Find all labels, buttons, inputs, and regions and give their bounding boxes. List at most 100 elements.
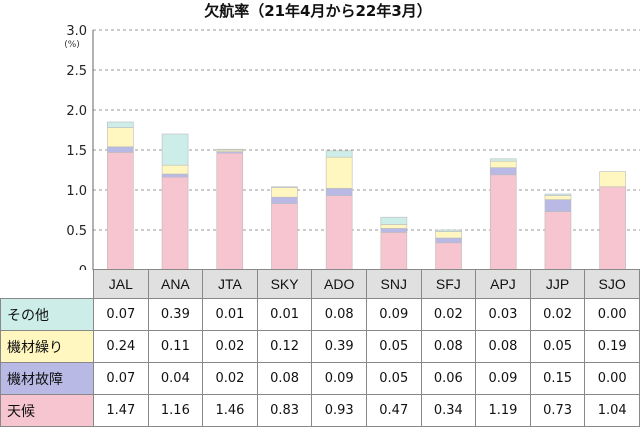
legend-entry: 機材繰り xyxy=(0,330,94,363)
data-label: 0.08 xyxy=(311,298,367,331)
data-label: 0.02 xyxy=(529,298,586,331)
x-tick-label: SJO xyxy=(584,269,640,299)
bar-segment xyxy=(325,188,353,196)
data-label: 0.19 xyxy=(584,330,640,363)
bar-segment xyxy=(489,160,517,168)
data-label: 0.09 xyxy=(475,362,531,395)
y-tick-label: 1.5 xyxy=(66,144,87,159)
x-tick-label: SNJ xyxy=(365,269,422,299)
bar-segment xyxy=(325,156,353,189)
bar-segment xyxy=(271,187,298,198)
bar-segment xyxy=(435,242,462,271)
data-label: 0.93 xyxy=(311,394,367,427)
data-label: 0.03 xyxy=(475,298,531,331)
data-label: 0.15 xyxy=(529,362,586,395)
bar-segment xyxy=(544,195,572,200)
bar-segment xyxy=(544,193,572,196)
bar-segment xyxy=(216,148,244,151)
y-tick-label: 2.0 xyxy=(66,104,87,119)
data-label: 0.08 xyxy=(475,330,531,363)
y-axis-unit: (%) xyxy=(64,40,80,50)
data-label: 0.09 xyxy=(365,298,422,331)
data-label: 0.73 xyxy=(529,394,586,427)
bar-segment xyxy=(544,199,572,212)
y-tick-label: 1.0 xyxy=(66,184,87,199)
bar-segment xyxy=(161,164,189,175)
data-label: 0.47 xyxy=(365,394,422,427)
table-row: 機材繰り 0.24 0.11 0.02 0.12 0.39 0.05 0.08 0.08 0.05… xyxy=(0,330,640,363)
table-corner xyxy=(0,269,94,299)
bar-segment xyxy=(161,173,189,178)
stacked-bar-chart: 欠航率（21年4月から22年3月） (%) 00.51.01.52.02.53.… xyxy=(64,2,640,279)
data-table: JAL ANA JTA SKY ADO SNJ SFJ APJ JJP SJO その他 0.07 0.3… xyxy=(0,269,640,427)
data-label: 0.01 xyxy=(202,298,258,331)
table-header-row: JAL ANA JTA SKY ADO SNJ SFJ APJ JJP SJO xyxy=(0,269,640,299)
table-row: その他 0.07 0.39 0.01 0.01 0.08 0.09 0.02 0.03 0.02 0… xyxy=(0,298,640,331)
data-label: 0.12 xyxy=(256,330,313,363)
data-label: 0.05 xyxy=(529,330,586,363)
table-row: 機材故障 0.07 0.04 0.02 0.08 0.09 0.05 0.06 0.09 0.15… xyxy=(0,362,640,395)
data-label: 0.34 xyxy=(420,394,477,427)
data-label: 1.46 xyxy=(202,394,258,427)
x-tick-label: SFJ xyxy=(420,269,477,299)
data-label: 1.47 xyxy=(93,394,149,427)
bar-segment xyxy=(599,186,626,271)
data-label: 1.16 xyxy=(147,394,204,427)
data-label: 0.00 xyxy=(584,298,640,331)
data-label: 0.04 xyxy=(147,362,204,395)
bar-segment xyxy=(271,196,298,204)
bars xyxy=(107,121,626,271)
data-label: 1.19 xyxy=(475,394,531,427)
data-label: 0.01 xyxy=(256,298,313,331)
bar-segment xyxy=(107,152,134,271)
data-label: 0.00 xyxy=(584,362,640,395)
data-label: 0.83 xyxy=(256,394,313,427)
bar-segment xyxy=(544,211,572,271)
bar-segment xyxy=(380,228,408,233)
bar-segment xyxy=(161,133,189,166)
x-tick-label: SKY xyxy=(256,269,313,299)
x-tick-label: ADO xyxy=(311,269,367,299)
bar-segment xyxy=(216,152,244,271)
y-tick-label: 0.5 xyxy=(66,224,87,239)
x-tick-label: JAL xyxy=(93,269,149,299)
bar-segment xyxy=(599,171,626,188)
x-tick-label: APJ xyxy=(475,269,531,299)
bar-segment xyxy=(435,229,462,232)
data-label: 0.39 xyxy=(311,330,367,363)
data-label: 0.08 xyxy=(256,362,313,395)
bar-segment xyxy=(380,232,408,271)
table-row: 天候 1.47 1.16 1.46 0.83 0.93 0.47 0.34 1.19 0.73 1.… xyxy=(0,394,640,427)
bar-segment xyxy=(107,121,134,128)
data-label: 0.02 xyxy=(202,330,258,363)
chart-title: 欠航率（21年4月から22年3月） xyxy=(204,2,432,20)
legend-entry: 機材故障 xyxy=(0,362,94,395)
y-tick-labels: 00.51.01.52.02.53.0 xyxy=(66,24,87,279)
bar-segment xyxy=(489,158,517,162)
bar-segment xyxy=(325,195,353,271)
data-label: 0.07 xyxy=(93,362,149,395)
x-tick-label: ANA xyxy=(147,269,204,299)
bar-segment xyxy=(107,127,134,148)
x-tick-label: JJP xyxy=(529,269,586,299)
y-tick-label: 3.0 xyxy=(66,24,87,39)
bar-segment xyxy=(489,167,517,176)
bar-segment xyxy=(107,146,134,153)
data-label: 0.02 xyxy=(420,298,477,331)
data-label: 0.06 xyxy=(420,362,477,395)
bar-segment xyxy=(489,174,517,271)
legend-entry: 天候 xyxy=(0,394,94,427)
data-label: 0.07 xyxy=(93,298,149,331)
x-tick-label: JTA xyxy=(202,269,258,299)
data-label: 0.39 xyxy=(147,298,204,331)
bar-segment xyxy=(271,203,298,271)
bar-segment xyxy=(435,237,462,244)
bar-segment xyxy=(271,186,298,188)
bar-segment xyxy=(435,231,462,239)
bar-segment xyxy=(161,176,189,271)
data-label: 0.08 xyxy=(420,330,477,363)
data-label: 0.05 xyxy=(365,330,422,363)
data-label: 0.05 xyxy=(365,362,422,395)
bar-segment xyxy=(380,224,408,229)
legend-entry: その他 xyxy=(0,298,94,331)
